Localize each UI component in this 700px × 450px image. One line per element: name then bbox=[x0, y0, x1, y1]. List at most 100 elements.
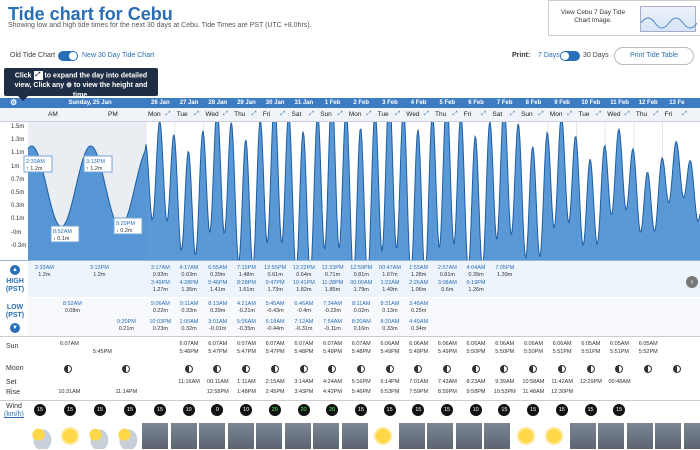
moonset-time: 10:58AM bbox=[522, 379, 545, 385]
low-tide-cell: 3:48AM 0.25m bbox=[409, 301, 429, 314]
date-header[interactable]: 8 Feb bbox=[525, 100, 542, 106]
high-tide-cell: 7:05PM 1.39m bbox=[495, 265, 515, 278]
expand-icon[interactable]: ⤢ bbox=[194, 111, 200, 117]
wind-speed-icon: 15 bbox=[383, 404, 396, 416]
date-header[interactable]: 5 Feb bbox=[439, 100, 456, 106]
chart-thumbnail-image[interactable] bbox=[640, 6, 698, 32]
moonrise-time: 6:53PM bbox=[380, 389, 400, 395]
date-header[interactable]: 29 Jan bbox=[237, 100, 256, 106]
expand-icon[interactable]: ⤢ bbox=[481, 111, 487, 117]
expand-icon[interactable]: ⤢ bbox=[337, 111, 343, 117]
date-header[interactable]: 4 Feb bbox=[410, 100, 427, 106]
tide-chart[interactable]: 2:33AM ↑ 1.2m 3:13PM ↑ 1.2m 8:52AM ↓ 0.1m 9:20… bbox=[0, 91, 700, 277]
wind-speed-icon: 15 bbox=[441, 404, 453, 416]
expand-icon[interactable]: ⤢ bbox=[538, 111, 544, 117]
gear-icon[interactable]: ⚙ bbox=[10, 98, 18, 107]
sunset-time: 5:49PM bbox=[380, 349, 400, 355]
expand-icon[interactable]: ⤢ bbox=[510, 111, 515, 117]
page-title: Tide chart for Cebu bbox=[8, 4, 173, 24]
date-header[interactable]: 6 Feb bbox=[468, 100, 484, 106]
low-tide-cell: 8:52AM 0.08m bbox=[62, 301, 82, 314]
expand-icon[interactable]: ⤢ bbox=[280, 111, 286, 117]
date-header[interactable]: 30 Jan bbox=[265, 100, 285, 106]
expand-icon[interactable]: ⤢ bbox=[653, 111, 659, 117]
y-axis-tick: 0.1m bbox=[11, 216, 25, 223]
expand-icon[interactable]: ⤢ bbox=[682, 111, 688, 117]
print-tide-table-button[interactable]: Print Tide Table bbox=[614, 47, 694, 65]
moon-phase-icon bbox=[500, 365, 509, 373]
moonrise-time: 10:53PM bbox=[493, 389, 516, 395]
expand-icon[interactable]: ⤢ bbox=[567, 111, 573, 117]
chevron-right-icon[interactable]: › bbox=[686, 276, 698, 288]
print-30-days-option[interactable]: 30 Days bbox=[583, 52, 609, 59]
tide-chart-svg[interactable]: 2:33AM↑ 1.2m3:13PM↑ 1.2m8:52AM↓ 0.1m9:20… bbox=[0, 91, 700, 277]
date-header[interactable]: 1 Feb bbox=[324, 100, 341, 106]
help-tooltip: Click ⤢ to expand the day into detailed … bbox=[4, 68, 158, 101]
seven-day-image-link[interactable]: View Cebu 7 Day Tide Chart Image. bbox=[548, 0, 700, 36]
new-chart-label[interactable]: New 30 Day Tide Chart bbox=[82, 52, 155, 59]
wind-unit-link[interactable]: (km/h) bbox=[4, 411, 24, 418]
sunrise-time: 6:07AM bbox=[59, 341, 79, 347]
wind-speed-icon: 10 bbox=[469, 404, 482, 416]
day-label: Mon bbox=[148, 111, 161, 118]
expand-icon: ⤢ bbox=[33, 71, 43, 80]
wind-weather-row: Wind (km/h) 15 15 15 15 15 10 0 10 20 20 20 15 15 15 1… bbox=[0, 400, 700, 450]
print-7-days-option[interactable]: 7 Days bbox=[538, 52, 560, 59]
low-tide-cell: 9:11AM 0.33m bbox=[179, 301, 199, 314]
date-header[interactable]: 2 Feb bbox=[353, 100, 370, 106]
expand-icon[interactable]: ⤢ bbox=[452, 111, 458, 117]
date-header[interactable]: 9 Feb bbox=[554, 100, 570, 106]
day-label: PM bbox=[108, 111, 118, 118]
y-axis-tick: 1.5m bbox=[11, 124, 25, 130]
date-header[interactable]: 26 Jan bbox=[151, 100, 170, 106]
chart-version-toggle[interactable] bbox=[58, 51, 78, 61]
expand-icon[interactable]: ⤢ bbox=[395, 111, 401, 117]
scroll-up-icon[interactable]: ▲ bbox=[10, 265, 20, 275]
high-tide-cell: 1:22AM 1.49m bbox=[380, 280, 400, 293]
date-header[interactable]: 28 Jan bbox=[208, 100, 228, 106]
expand-icon[interactable]: ⤢ bbox=[165, 111, 171, 117]
sunrise-time: 6:07AM bbox=[208, 341, 228, 347]
moon-phase-icon bbox=[270, 365, 279, 373]
date-header[interactable]: 12 Feb bbox=[638, 100, 658, 106]
day-strip: AM PM Mon ⤢ Tue ⤢ Wed ⤢ Thu ⤢ Fri ⤢ Sat ⤢ Sun ⤢ Mon ⤢ Tue ⤢… bbox=[0, 108, 700, 122]
high-tide-cell: 7:15PM 1.48m bbox=[236, 265, 256, 278]
sunrise-time: 6:06AM bbox=[380, 341, 400, 347]
low-label: LOW (PST) bbox=[5, 304, 25, 319]
date-header[interactable]: 3 Feb bbox=[382, 100, 398, 106]
low-tide-cell: 4:21AM -0.21m bbox=[236, 301, 256, 314]
expand-icon[interactable]: ⤢ bbox=[223, 111, 228, 117]
rain-weather-icon bbox=[313, 423, 339, 449]
moon-phase-icon bbox=[529, 365, 538, 373]
scroll-down-icon[interactable]: ▼ bbox=[10, 323, 20, 333]
sunrise-time: 6:05AM bbox=[638, 341, 658, 347]
date-header[interactable]: 11 Feb bbox=[610, 100, 629, 106]
date-header[interactable]: Sunday, 25 Jan bbox=[68, 100, 112, 106]
sun-weather-icon bbox=[370, 423, 396, 449]
sunset-time: 5:49PM bbox=[409, 349, 429, 355]
expand-icon[interactable]: ⤢ bbox=[424, 111, 429, 117]
old-chart-label[interactable]: Old Tide Chart bbox=[10, 52, 56, 59]
day-label: Sun bbox=[320, 111, 332, 118]
expand-icon[interactable]: ⤢ bbox=[309, 111, 314, 117]
sunrise-time: 6:06AM bbox=[523, 341, 543, 347]
day-label: Thu bbox=[635, 111, 648, 118]
set-label: Set bbox=[6, 379, 17, 386]
expand-icon[interactable]: ⤢ bbox=[251, 111, 257, 117]
high-tide-cell: 2:57AM 0.81m bbox=[437, 265, 457, 278]
seven-day-image-text[interactable]: View Cebu 7 Day Tide Chart Image. bbox=[560, 9, 626, 24]
date-header[interactable]: 27 Jan bbox=[179, 100, 199, 106]
date-header[interactable]: 7 Feb bbox=[496, 100, 513, 106]
expand-icon[interactable]: ⤢ bbox=[624, 111, 630, 117]
print-range-toggle[interactable] bbox=[560, 51, 580, 61]
date-header[interactable]: 10 Feb bbox=[581, 100, 601, 106]
expand-icon[interactable]: ⤢ bbox=[596, 111, 601, 117]
date-header[interactable]: 31 Jan bbox=[294, 100, 314, 106]
wind-speed-icon: 15 bbox=[154, 404, 166, 416]
wind-speed-icon: 15 bbox=[94, 404, 106, 416]
y-axis-tick: 1.1m bbox=[11, 150, 25, 157]
sun-weather-icon bbox=[541, 423, 567, 449]
date-header[interactable]: 13 Fe bbox=[669, 100, 685, 106]
day-label: Tue bbox=[578, 111, 590, 118]
expand-icon[interactable]: ⤢ bbox=[366, 111, 372, 117]
